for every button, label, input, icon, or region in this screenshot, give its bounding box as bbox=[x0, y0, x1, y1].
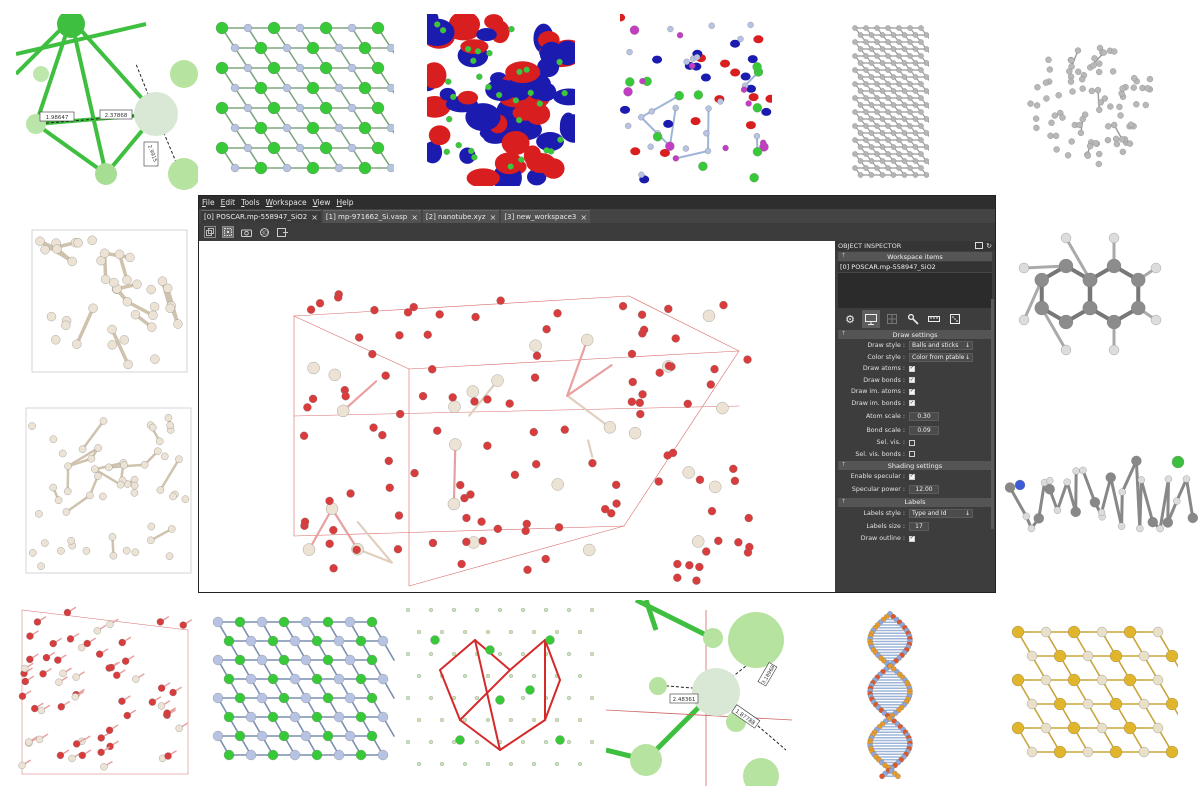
enable-specular-checkbox[interactable]: ✓ bbox=[909, 473, 915, 480]
list-item[interactable]: [0] POSCAR.mp-558947_SiO2 bbox=[838, 262, 992, 273]
grid-icon[interactable] bbox=[883, 310, 901, 328]
thumbnail-naphthalene bbox=[1004, 222, 1180, 362]
tab-bar: [0] POSCAR.mp-558947_SiO2 × [1] mp-971662… bbox=[199, 209, 995, 223]
thumbnail-dna-helix bbox=[852, 610, 928, 780]
tab-workspace-3[interactable]: [3] new_workspace3 × bbox=[501, 210, 591, 223]
labels-style-row: Labels style : Type and Id ↓ bbox=[835, 508, 995, 520]
dice-icon[interactable] bbox=[946, 310, 964, 328]
inspector-tools: ⚙ bbox=[835, 309, 995, 329]
thumbnail-green-cluster-measure: 1.98647 2.37868 2.9915 bbox=[16, 14, 198, 194]
sel-vis-checkbox[interactable] bbox=[909, 439, 915, 446]
menu-file[interactable]: File bbox=[202, 198, 215, 207]
draw-im-bonds-checkbox[interactable]: ✓ bbox=[909, 399, 915, 407]
thumbnail-red-bonds-lattice bbox=[400, 600, 600, 786]
menu-tools[interactable]: Tools bbox=[241, 198, 260, 207]
color-style-select[interactable]: Color from ptable ↓ bbox=[909, 352, 973, 362]
3d-viewport[interactable] bbox=[199, 241, 835, 592]
menu-help[interactable]: Help bbox=[336, 198, 354, 207]
distance-label: 1.98647 bbox=[46, 115, 69, 121]
inspector-scrollbar[interactable] bbox=[991, 299, 994, 529]
rotate-icon[interactable]: 3D bbox=[258, 226, 270, 238]
ruler-icon[interactable] bbox=[925, 310, 943, 328]
sel-vis-bonds-checkbox[interactable] bbox=[909, 451, 915, 458]
chevron-down-icon: ↓ bbox=[964, 509, 970, 517]
inspector-title: OBJECT INSPECTOR bbox=[838, 242, 902, 250]
thumbnail-cage-structure bbox=[30, 228, 190, 376]
bond-scale-row: Bond scale :0.09 bbox=[835, 423, 995, 437]
application-window: File Edit Tools Workspace View Help [0] … bbox=[199, 196, 995, 592]
thumbnail-silicon-network bbox=[22, 404, 198, 580]
bond-scale-input[interactable]: 0.09 bbox=[909, 425, 939, 435]
refresh-icon[interactable]: ↻ bbox=[986, 242, 992, 250]
tab-workspace-0[interactable]: [0] POSCAR.mp-558947_SiO2 × bbox=[201, 210, 321, 223]
object-inspector: OBJECT INSPECTOR ↻ ↑ Workspace items [0] … bbox=[835, 241, 995, 592]
float-window-icon[interactable] bbox=[975, 242, 984, 249]
menu-bar: File Edit Tools Workspace View Help bbox=[199, 196, 995, 209]
distance-label: 2.37868 bbox=[105, 113, 128, 119]
thumbnail-green-sphere-measure: 2.48361 1.87788 3.18968 bbox=[606, 600, 792, 786]
thumbnail-gold-lattice bbox=[1008, 620, 1178, 772]
labels-size-input[interactable]: 17 bbox=[909, 521, 929, 531]
menu-view[interactable]: View bbox=[312, 198, 331, 207]
monitor-icon[interactable] bbox=[862, 310, 880, 328]
draw-im-atoms-checkbox[interactable]: ✓ bbox=[909, 388, 915, 395]
thumbnail-carbon-nanotube bbox=[845, 22, 929, 186]
thumbnail-organic-molecule bbox=[1000, 440, 1200, 550]
thumbnail-green-blue-slab bbox=[212, 612, 396, 772]
thumbnail-orbital-isosurface bbox=[427, 14, 575, 186]
chevron-down-icon: ↓ bbox=[964, 342, 970, 350]
enable-specular-row: Enable specular : ✓ bbox=[850, 473, 915, 481]
wrench-icon[interactable] bbox=[904, 310, 922, 328]
distance-label: 2.9915 bbox=[146, 144, 158, 162]
draw-outline-checkbox[interactable]: ✓ bbox=[909, 535, 915, 542]
toolbar: 3D bbox=[199, 223, 995, 241]
chevron-down-icon: ↓ bbox=[964, 353, 970, 361]
atom-scale-row: Atom scale :0.30 bbox=[835, 409, 995, 423]
tab-workspace-1[interactable]: [1] mp-971662_Si.vasp × bbox=[322, 210, 421, 223]
menu-edit[interactable]: Edit bbox=[220, 198, 236, 207]
thumbnail-sio2-unitcell bbox=[12, 600, 198, 784]
tab-workspace-2[interactable]: [2] nanotube.xyz × bbox=[422, 210, 500, 223]
distance-label: 2.48361 bbox=[673, 697, 696, 703]
menu-workspace[interactable]: Workspace bbox=[265, 198, 307, 207]
draw-outline-row: Draw outline : ✓ bbox=[860, 535, 915, 543]
svg-text:3D: 3D bbox=[260, 230, 267, 236]
close-icon[interactable]: × bbox=[311, 212, 318, 222]
labels-style-select[interactable]: Type and Id ↓ bbox=[909, 508, 973, 518]
sel-vis-row: Sel. vis. : bbox=[835, 437, 995, 449]
draw-bonds-row: Draw bonds : ✓ bbox=[863, 376, 915, 384]
draw-settings-header[interactable]: ↑ Draw settings bbox=[838, 330, 992, 339]
close-icon[interactable]: × bbox=[411, 212, 418, 222]
specular-power-input[interactable]: 12.00 bbox=[909, 485, 939, 494]
draw-atoms-row: Draw atoms : ✓ bbox=[862, 365, 915, 373]
atom-scale-input[interactable]: 0.30 bbox=[909, 411, 939, 421]
inspector-header: OBJECT INSPECTOR ↻ bbox=[835, 241, 995, 251]
draw-style-select[interactable]: Balls and sticks ↓ bbox=[909, 341, 973, 351]
draw-style-row: Draw style : Balls and sticks ↓ bbox=[835, 340, 995, 352]
select-icon[interactable] bbox=[222, 226, 234, 238]
specular-power-row: Specular power :12.00 bbox=[835, 483, 995, 497]
camera-icon[interactable] bbox=[240, 226, 252, 238]
gear-icon[interactable]: ⚙ bbox=[845, 312, 855, 326]
thumbnail-green-blue-crystal bbox=[212, 14, 394, 184]
thumbnail-orbital-crystal-magenta bbox=[620, 14, 772, 186]
draw-im-bonds-row: Draw im. bonds : ✓ bbox=[851, 399, 915, 407]
workspace-items-list[interactable]: [0] POSCAR.mp-558947_SiO2 bbox=[838, 262, 992, 308]
export-icon[interactable] bbox=[276, 226, 288, 238]
sel-vis-bonds-row: Sel. vis. bonds : bbox=[835, 449, 995, 461]
draw-atoms-checkbox[interactable]: ✓ bbox=[909, 365, 915, 372]
shading-settings-header[interactable]: ↑ Shading settings bbox=[838, 461, 992, 470]
workspace-items-header[interactable]: ↑ Workspace items bbox=[838, 252, 992, 261]
draw-bonds-checkbox[interactable]: ✓ bbox=[909, 376, 915, 384]
draw-im-atoms-row: Draw im. atoms : ✓ bbox=[850, 388, 915, 396]
color-style-row: Color style : Color from ptable ↓ bbox=[835, 352, 995, 364]
labels-size-row: Labels size :17 bbox=[835, 519, 995, 533]
close-icon[interactable]: × bbox=[489, 212, 497, 222]
thumbnail-fullerene bbox=[1018, 30, 1168, 180]
close-icon[interactable]: × bbox=[580, 212, 588, 222]
copy-icon[interactable] bbox=[204, 226, 216, 238]
labels-header[interactable]: ↑ Labels bbox=[838, 497, 992, 507]
